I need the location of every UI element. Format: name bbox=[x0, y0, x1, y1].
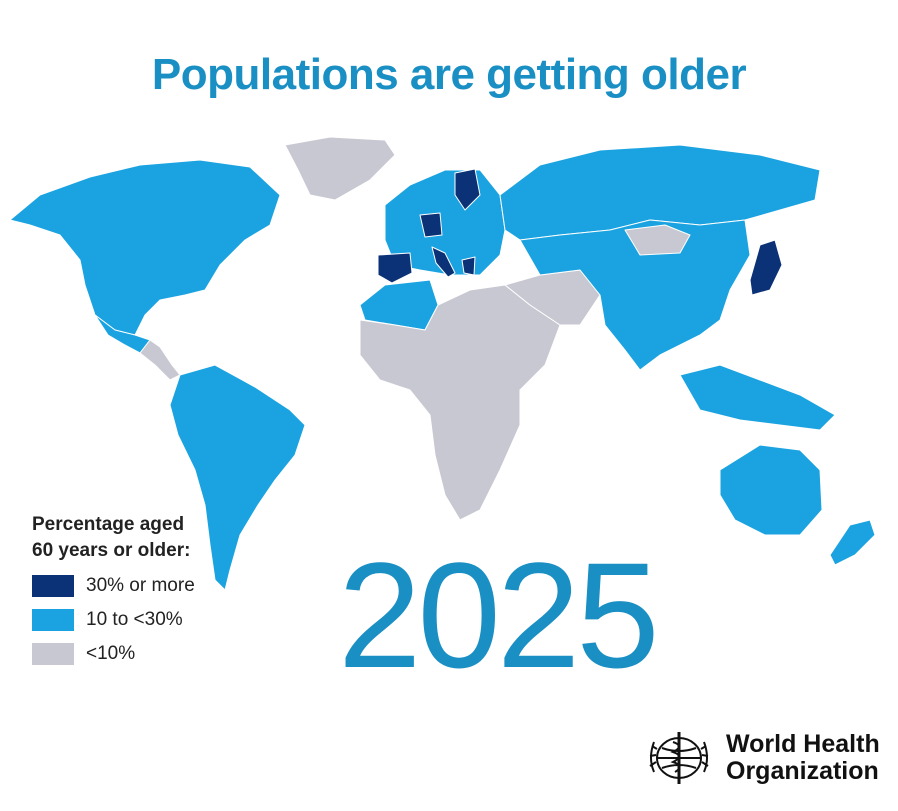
legend-label: 30% or more bbox=[86, 575, 195, 596]
region-north-america bbox=[9, 159, 281, 336]
region-south-america bbox=[169, 364, 306, 591]
legend-label: <10% bbox=[86, 643, 136, 664]
legend-title-line1: Percentage aged bbox=[32, 514, 185, 535]
legend-item-low: <10% bbox=[32, 642, 195, 666]
region-africa bbox=[359, 284, 561, 521]
region-mongolia bbox=[624, 224, 691, 256]
who-logo: World Health Organization bbox=[640, 722, 880, 794]
region-asia bbox=[519, 219, 751, 371]
region-italy bbox=[431, 246, 456, 278]
region-japan bbox=[749, 239, 783, 296]
region-greece bbox=[461, 256, 476, 276]
legend-swatch bbox=[32, 643, 74, 665]
logo-line2: Organization bbox=[726, 757, 879, 785]
region-spain bbox=[377, 252, 413, 284]
region-central-america bbox=[139, 339, 181, 381]
world-map bbox=[9, 136, 876, 591]
map-title: Populations are getting older bbox=[151, 50, 747, 99]
legend-title-line2: 60 years or older: bbox=[32, 540, 191, 561]
region-australia bbox=[719, 444, 823, 536]
region-greenland bbox=[284, 136, 396, 201]
legend-swatch bbox=[32, 609, 74, 631]
region-finland bbox=[454, 168, 481, 211]
who-emblem-icon bbox=[649, 732, 709, 784]
region-southeast-asia bbox=[679, 364, 836, 431]
legend-item-high: 30% or more bbox=[32, 574, 195, 598]
legend-label: 10 to <30% bbox=[86, 609, 183, 630]
logo-line1: World Health bbox=[726, 730, 880, 758]
year-label: 2025 bbox=[338, 531, 660, 699]
region-germany bbox=[419, 212, 443, 238]
legend-item-mid: 10 to <30% bbox=[32, 608, 195, 632]
region-new-zealand bbox=[829, 519, 876, 566]
legend-swatch bbox=[32, 575, 74, 597]
map-legend: Percentage aged 60 years or older: 30% o… bbox=[32, 512, 195, 666]
